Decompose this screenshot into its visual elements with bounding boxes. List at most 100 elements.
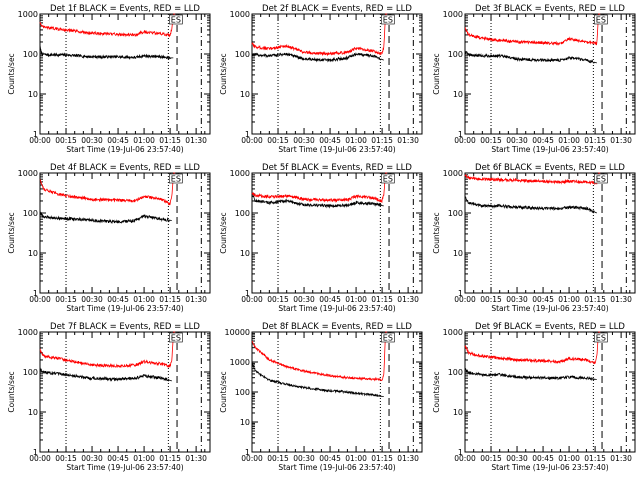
- es-marker-label: ES: [596, 334, 606, 343]
- y-axis-label: Counts/sec: [219, 53, 228, 94]
- es-marker-label: ES: [383, 16, 393, 25]
- x-tick-label: 01:30: [610, 295, 632, 304]
- y-tick-label: 100: [235, 388, 250, 397]
- events-series-line: [464, 368, 597, 382]
- x-tick-label: 01:00: [558, 454, 580, 463]
- y-axis-label: Counts/sec: [219, 371, 228, 412]
- x-tick-label: 00:00: [454, 136, 476, 145]
- x-tick-label: 01:00: [345, 295, 367, 304]
- es-marker-label: ES: [171, 175, 181, 184]
- x-axis-label: Start Time (19-Jul-06 23:57:40): [66, 463, 183, 472]
- y-axis-label: Counts/sec: [7, 212, 16, 253]
- es-marker-box: [169, 332, 183, 343]
- events-series-line: [251, 361, 384, 398]
- x-tick-label: 00:30: [506, 136, 528, 145]
- x-tick-label: 00:00: [29, 295, 51, 304]
- x-tick-label: 00:15: [480, 136, 502, 145]
- events-series-line: [39, 367, 172, 382]
- y-tick-label: 10: [240, 90, 250, 99]
- detector-panel-8: Det 8f BLACK = Events, RED = LLD 1 10 100 10…: [219, 322, 423, 472]
- x-tick-label: 00:15: [55, 454, 77, 463]
- es-marker-label: ES: [596, 175, 606, 184]
- x-tick-label: 01:30: [397, 295, 419, 304]
- y-tick-label: 10: [240, 249, 250, 258]
- x-tick-label: 00:45: [532, 136, 554, 145]
- x-tick-label: 00:45: [107, 295, 129, 304]
- x-tick-label: 01:15: [159, 295, 181, 304]
- x-tick-label: 00:00: [241, 454, 263, 463]
- y-tick-label: 100: [448, 209, 463, 218]
- x-tick-label: 01:00: [345, 136, 367, 145]
- y-tick-label: 100: [448, 368, 463, 377]
- y-tick-label: 1000: [443, 169, 463, 178]
- events-series-line: [464, 50, 597, 64]
- x-tick-label: 00:30: [81, 136, 103, 145]
- x-tick-label: 00:00: [454, 295, 476, 304]
- y-tick-label: 1: [245, 448, 250, 457]
- y-tick-label: 1000: [443, 328, 463, 337]
- y-tick-label: 1: [33, 130, 38, 139]
- events-series-line: [39, 45, 174, 61]
- es-marker-box: [169, 173, 183, 184]
- x-tick-label: 00:15: [55, 136, 77, 145]
- lld-series-line: [39, 331, 176, 369]
- es-marker-box: [381, 173, 395, 184]
- panel-title: Det 1f BLACK = Events, RED = LLD: [50, 4, 200, 14]
- events-series-line: [39, 211, 172, 224]
- detector-panel-7: Det 7f BLACK = Events, RED = LLD 1 10 100 10…: [7, 322, 211, 472]
- y-tick-label: 1000: [443, 10, 463, 19]
- x-tick-label: 01:30: [397, 136, 419, 145]
- y-axis-label: Counts/sec: [7, 53, 16, 94]
- x-tick-label: 00:00: [29, 454, 51, 463]
- y-tick-label: 1000: [230, 10, 250, 19]
- x-tick-label: 00:45: [319, 136, 341, 145]
- x-tick-label: 01:30: [185, 454, 207, 463]
- y-axis-label: Counts/sec: [432, 53, 441, 94]
- x-tick-label: 01:15: [371, 136, 393, 145]
- y-tick-label: 1: [245, 130, 250, 139]
- x-tick-label: 00:00: [29, 136, 51, 145]
- x-tick-label: 00:15: [267, 454, 289, 463]
- es-marker-box: [169, 14, 183, 25]
- x-tick-label: 00:45: [107, 454, 129, 463]
- x-axis-label: Start Time (19-Jul-06 23:57:40): [491, 463, 608, 472]
- y-tick-label: 1000: [230, 358, 250, 367]
- panel-title: Det 5f BLACK = Events, RED = LLD: [262, 163, 412, 173]
- es-marker-label: ES: [596, 16, 606, 25]
- detector-panel-9: Det 9f BLACK = Events, RED = LLD 1 10 100 10…: [432, 322, 636, 472]
- y-tick-label: 10: [453, 249, 463, 258]
- x-axis-label: Start Time (19-Jul-06 23:57:40): [278, 145, 395, 154]
- y-tick-label: 10: [240, 418, 250, 427]
- es-marker-label: ES: [383, 175, 393, 184]
- es-marker-box: [594, 332, 608, 343]
- y-tick-label: 10: [28, 249, 38, 258]
- y-tick-label: 100: [23, 368, 38, 377]
- events-series-line: [251, 52, 385, 63]
- x-tick-label: 01:15: [371, 295, 393, 304]
- es-marker-box: [381, 332, 395, 343]
- x-tick-label: 01:15: [584, 295, 606, 304]
- x-tick-label: 01:00: [133, 136, 155, 145]
- y-tick-label: 1000: [18, 10, 38, 19]
- y-tick-label: 1: [245, 289, 250, 298]
- y-axis-label: Counts/sec: [432, 371, 441, 412]
- x-tick-label: 00:45: [319, 295, 341, 304]
- x-tick-label: 00:00: [241, 295, 263, 304]
- lld-series-line: [39, 172, 176, 206]
- x-tick-label: 00:30: [293, 295, 315, 304]
- lld-series-line: [251, 331, 388, 382]
- x-axis-label: Start Time (19-Jul-06 23:57:40): [278, 463, 395, 472]
- y-tick-label: 100: [448, 50, 463, 59]
- detector-panel-4: Det 4f BLACK = Events, RED = LLD 1 10 100 10…: [7, 163, 211, 313]
- y-tick-label: 1: [458, 448, 463, 457]
- y-tick-label: 10: [453, 408, 463, 417]
- events-series-line: [251, 194, 384, 209]
- es-marker-label: ES: [171, 16, 181, 25]
- x-tick-label: 00:15: [480, 295, 502, 304]
- x-tick-label: 01:30: [610, 454, 632, 463]
- x-tick-label: 01:15: [584, 454, 606, 463]
- y-tick-label: 1000: [18, 169, 38, 178]
- lld-series-line: [464, 331, 601, 365]
- detector-panel-5: Det 5f BLACK = Events, RED = LLD 1 10 100 10…: [219, 163, 423, 313]
- panel-title: Det 2f BLACK = Events, RED = LLD: [262, 4, 412, 14]
